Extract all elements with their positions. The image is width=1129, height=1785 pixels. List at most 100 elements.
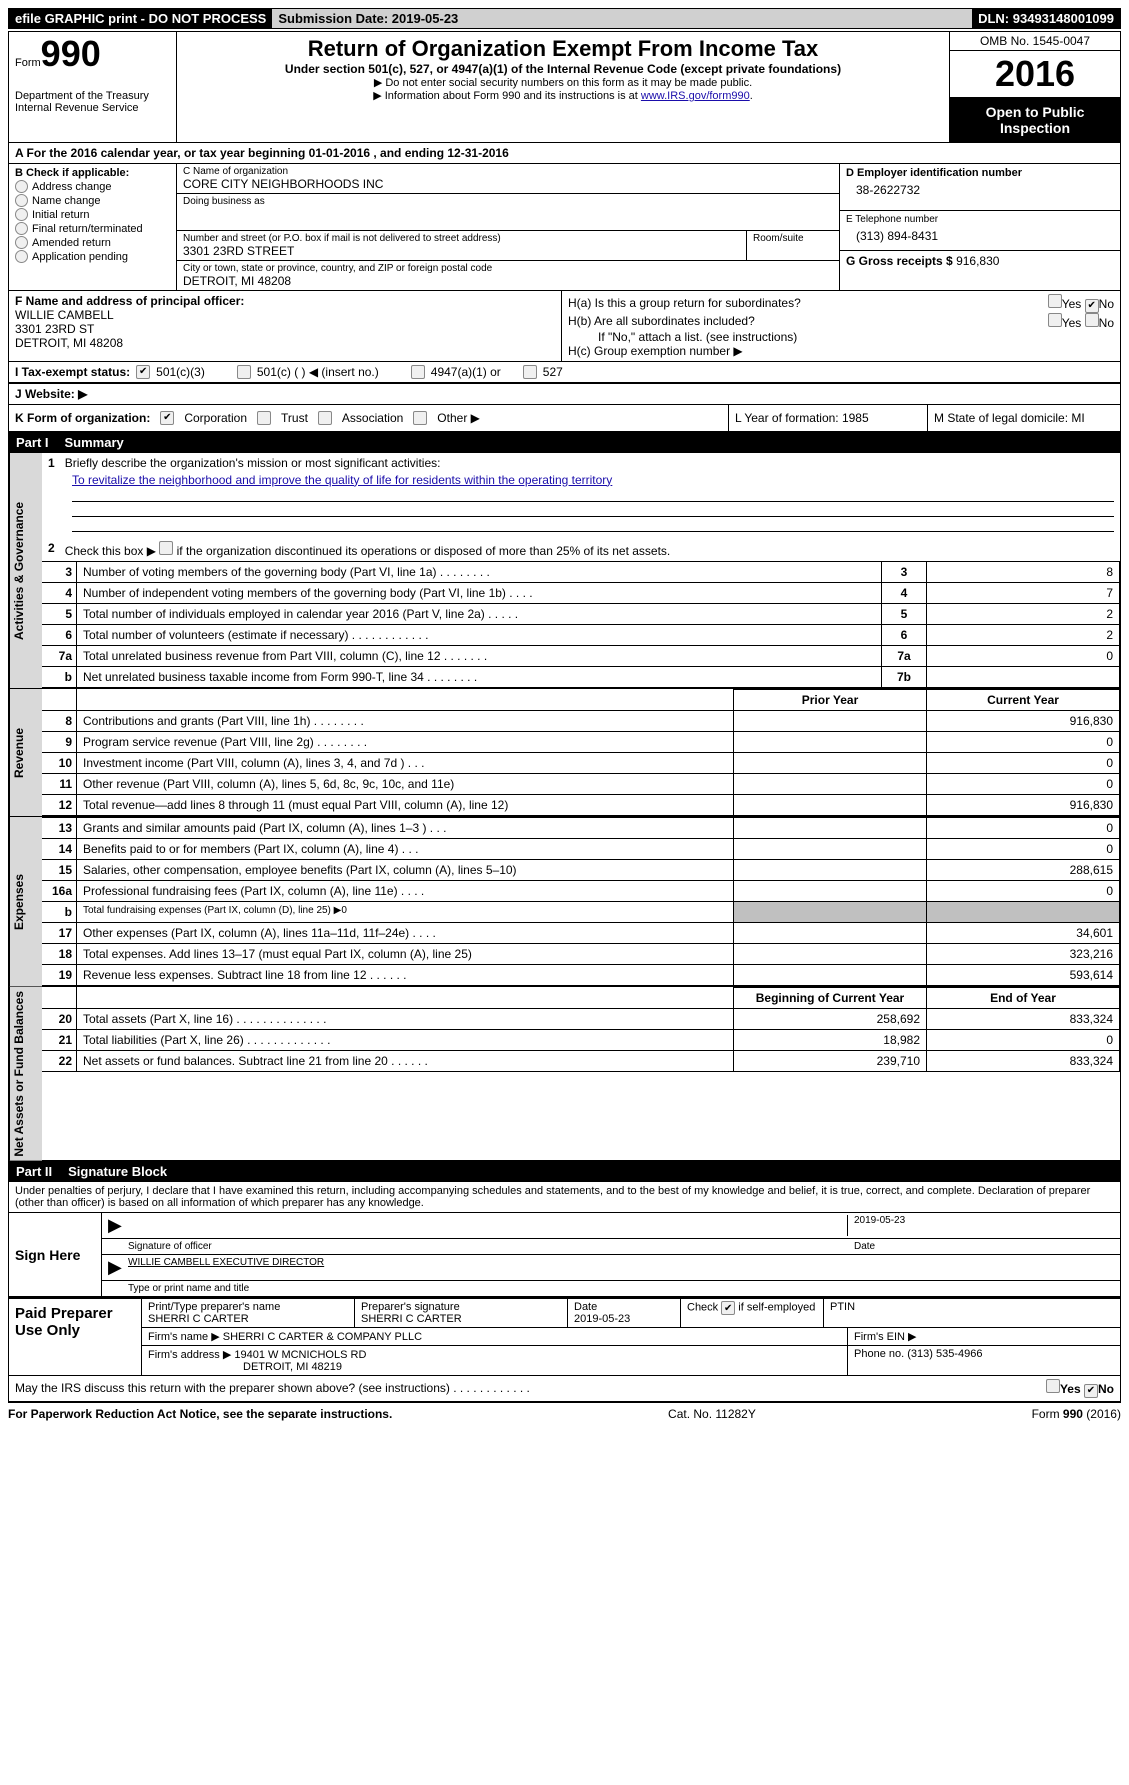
cb-4947[interactable] xyxy=(411,365,425,379)
table-row: 3Number of voting members of the governi… xyxy=(42,561,1120,582)
table-row: 21Total liabilities (Part X, line 26) . … xyxy=(42,1029,1120,1050)
rev-section: Revenue Prior YearCurrent Year 8Contribu… xyxy=(8,689,1121,817)
ssn-note: ▶ Do not enter social security numbers o… xyxy=(183,76,943,89)
part2-header: Part II Signature Block xyxy=(8,1161,1121,1182)
cb-501c3[interactable] xyxy=(136,365,150,379)
prep-sig: SHERRI C CARTER xyxy=(361,1313,561,1325)
part2-num: Part II xyxy=(16,1164,52,1179)
org-name: CORE CITY NEIGHBORHOODS INC xyxy=(183,177,833,191)
current-year-header: Current Year xyxy=(927,689,1120,710)
col-f: F Name and address of principal officer:… xyxy=(9,291,562,361)
form-number: 990 xyxy=(41,33,101,74)
phone-value: (313) 535-4966 xyxy=(907,1348,982,1360)
row-k: K Form of organization: Corporation Trus… xyxy=(9,405,722,431)
cb-trust[interactable] xyxy=(257,411,271,425)
irs-link[interactable]: www.IRS.gov/form990 xyxy=(641,90,750,102)
table-row: 19Revenue less expenses. Subtract line 1… xyxy=(42,964,1120,985)
sign-block: Sign Here ▶2019-05-23 Signature of offic… xyxy=(8,1213,1121,1297)
vtab-net-assets: Net Assets or Fund Balances xyxy=(9,987,42,1161)
hb-no-checkbox[interactable] xyxy=(1085,313,1099,327)
part1-num: Part I xyxy=(16,435,49,450)
vtab-governance: Activities & Governance xyxy=(9,453,42,688)
city-cell: City or town, state or province, country… xyxy=(177,261,839,290)
ha-yes-checkbox[interactable] xyxy=(1048,294,1062,308)
perjury-text: Under penalties of perjury, I declare th… xyxy=(8,1182,1121,1213)
hb-row: H(b) Are all subordinates included? Yes … xyxy=(568,313,1114,330)
rev-table: Prior YearCurrent Year 8Contributions an… xyxy=(42,689,1120,816)
begin-year-header: Beginning of Current Year xyxy=(734,987,927,1008)
efile-label: efile GRAPHIC print - DO NOT PROCESS xyxy=(9,9,272,28)
discuss-yes-checkbox[interactable] xyxy=(1046,1379,1060,1393)
ein-label: D Employer identification number xyxy=(846,167,1114,179)
vtab-expenses: Expenses xyxy=(9,817,42,986)
table-row: 17Other expenses (Part IX, column (A), l… xyxy=(42,922,1120,943)
cb-name-change[interactable]: Name change xyxy=(15,194,170,207)
table-row: 18Total expenses. Add lines 13–17 (must … xyxy=(42,943,1120,964)
firm-addr2: DETROIT, MI 48219 xyxy=(148,1361,342,1373)
city-label: City or town, state or province, country… xyxy=(183,263,833,274)
sig-date-value: 2019-05-23 xyxy=(847,1215,1114,1236)
sig-date-row: ▶2019-05-23 xyxy=(102,1213,1120,1239)
cb-amended-return[interactable]: Amended return xyxy=(15,236,170,249)
phone-label: Phone no. xyxy=(854,1348,904,1360)
col-h: H(a) Is this a group return for subordin… xyxy=(562,291,1120,361)
cb-527[interactable] xyxy=(523,365,537,379)
part2-title: Signature Block xyxy=(68,1164,167,1179)
gross-cell: G Gross receipts $ 916,830 xyxy=(840,251,1120,271)
col-d: D Employer identification number 38-2622… xyxy=(840,164,1120,290)
firm-ein-label: Firm's EIN ▶ xyxy=(848,1328,1120,1345)
prep-row2: Firm's name ▶ SHERRI C CARTER & COMPANY … xyxy=(142,1328,1120,1346)
cb-final-return[interactable]: Final return/terminated xyxy=(15,222,170,235)
cb-initial-return[interactable]: Initial return xyxy=(15,208,170,221)
table-row: 14Benefits paid to or for members (Part … xyxy=(42,838,1120,859)
cb-self-employed[interactable] xyxy=(721,1301,735,1315)
table-row: 13Grants and similar amounts paid (Part … xyxy=(42,817,1120,838)
part1-title: Summary xyxy=(65,435,124,450)
gross-label: G Gross receipts $ xyxy=(846,254,953,268)
discuss-no-checkbox[interactable] xyxy=(1084,1384,1098,1398)
table-row: 7aTotal unrelated business revenue from … xyxy=(42,645,1120,666)
prior-year-header: Prior Year xyxy=(734,689,927,710)
end-year-header: End of Year xyxy=(927,987,1120,1008)
prep-date-label: Date xyxy=(574,1301,674,1313)
hb-yes-checkbox[interactable] xyxy=(1048,313,1062,327)
prep-date: 2019-05-23 xyxy=(574,1313,674,1325)
net-section: Net Assets or Fund Balances Beginning of… xyxy=(8,987,1121,1162)
top-bar: efile GRAPHIC print - DO NOT PROCESS Sub… xyxy=(8,8,1121,29)
ein-cell: D Employer identification number 38-2622… xyxy=(840,164,1120,211)
row-klm: K Form of organization: Corporation Trus… xyxy=(8,405,1121,432)
dln-cell: DLN: 93493148001099 xyxy=(972,9,1120,28)
col-b-label: B Check if applicable: xyxy=(15,167,170,179)
officer-name-title: WILLIE CAMBELL EXECUTIVE DIRECTOR xyxy=(128,1257,1114,1278)
cat-no: Cat. No. 11282Y xyxy=(668,1407,756,1421)
cb-address-change[interactable]: Address change xyxy=(15,180,170,193)
cb-application-pending[interactable]: Application pending xyxy=(15,250,170,263)
table-row: 20Total assets (Part X, line 16) . . . .… xyxy=(42,1008,1120,1029)
omb-number: OMB No. 1545-0047 xyxy=(950,32,1120,51)
officer-name: WILLIE CAMBELL xyxy=(15,308,114,322)
sig-labels-row: Signature of officerDate xyxy=(102,1239,1120,1255)
self-emp-cell: Check if self-employed xyxy=(681,1299,824,1327)
gross-value: 916,830 xyxy=(956,254,999,268)
cb-corporation[interactable] xyxy=(160,411,174,425)
hc-row: H(c) Group exemption number ▶ xyxy=(568,344,1114,358)
cb-501c[interactable] xyxy=(237,365,251,379)
discuss-row: May the IRS discuss this return with the… xyxy=(8,1376,1121,1403)
gov-table: 3Number of voting members of the governi… xyxy=(42,561,1120,688)
sign-here-label: Sign Here xyxy=(9,1213,102,1296)
form-footer: Form 990 (2016) xyxy=(1032,1407,1121,1421)
ha-no-checkbox[interactable] xyxy=(1085,299,1099,313)
officer-addr2: DETROIT, MI 48208 xyxy=(15,336,123,350)
form-org-label: K Form of organization: xyxy=(15,411,150,425)
cb-other[interactable] xyxy=(413,411,427,425)
h-note: If "No," attach a list. (see instruction… xyxy=(568,330,1114,344)
table-row: 4Number of independent voting members of… xyxy=(42,582,1120,603)
cb-association[interactable] xyxy=(318,411,332,425)
preparer-block: Paid Preparer Use Only Print/Type prepar… xyxy=(8,1297,1121,1376)
prep-row3: Firm's address ▶ 19401 W MCNICHOLS RDDET… xyxy=(142,1346,1120,1375)
cb-discontinued[interactable] xyxy=(159,541,173,555)
form-subtitle: Under section 501(c), 527, or 4947(a)(1)… xyxy=(183,62,943,76)
table-row: 11Other revenue (Part VIII, column (A), … xyxy=(42,773,1120,794)
table-row: 8Contributions and grants (Part VIII, li… xyxy=(42,710,1120,731)
ein-value: 38-2622732 xyxy=(846,179,1114,207)
